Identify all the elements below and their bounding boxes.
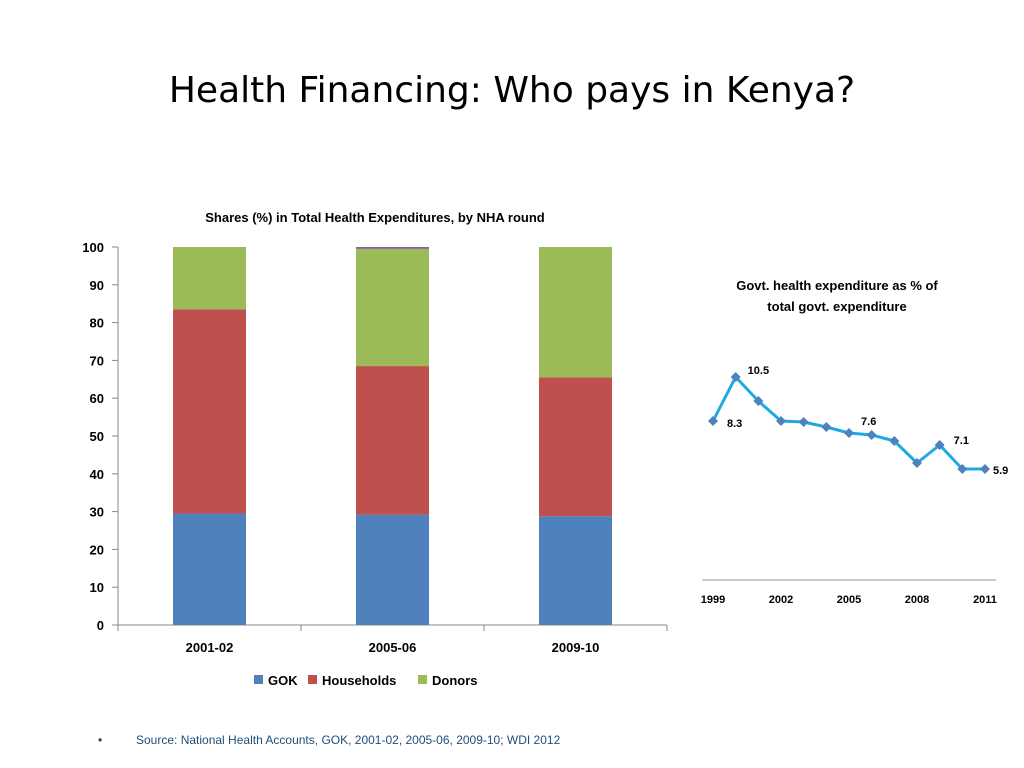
bar-segment-donors xyxy=(173,247,246,310)
bar-y-tick-label: 10 xyxy=(90,580,104,595)
line-point-marker xyxy=(934,440,945,450)
line-point-marker xyxy=(866,430,877,440)
legend-label-gok: GOK xyxy=(268,673,298,688)
line-point-marker xyxy=(776,416,786,426)
legend-swatch-donors xyxy=(418,675,427,684)
line-chart: Govt. health expenditure as % of total g… xyxy=(701,278,1009,606)
line-chart-title-line-1: Govt. health expenditure as % of xyxy=(736,278,938,293)
bar-segment-gok xyxy=(539,516,612,625)
line-point-marker xyxy=(821,422,832,432)
line-x-tick-label: 2011 xyxy=(973,594,997,606)
line-point-marker xyxy=(708,416,718,426)
line-data-label: 10.5 xyxy=(748,365,769,377)
bar-segment-series-3 xyxy=(356,247,429,249)
bar-segment-donors xyxy=(539,247,612,378)
line-point-marker xyxy=(912,458,922,468)
bullet: • xyxy=(98,733,103,747)
line-series: 8.3 10.5 7.6 7.1 5.9 xyxy=(708,365,1008,477)
line-point-marker xyxy=(798,417,809,427)
bar-chart-title: Shares (%) in Total Health Expenditures,… xyxy=(205,210,545,225)
bar-legend: GOK Households Donors xyxy=(254,673,478,688)
bar-y-tick-label: 20 xyxy=(90,542,104,557)
line-data-label: 7.1 xyxy=(954,435,969,447)
bar-y-axis: 0 10 20 30 40 50 60 70 80 90 100 xyxy=(82,240,119,633)
legend-swatch-gok xyxy=(254,675,263,684)
bar-y-tick-label: 60 xyxy=(90,391,104,406)
line-series-path xyxy=(711,375,985,471)
line-data-label: 7.6 xyxy=(861,416,876,428)
line-data-label: 8.3 xyxy=(727,418,742,430)
bar-x-axis: 2001-02 2005-06 2009-10 xyxy=(117,624,668,655)
bar-category-label: 2005-06 xyxy=(369,640,417,655)
legend-label-donors: Donors xyxy=(432,673,478,688)
bar-y-tick-label: 40 xyxy=(90,467,104,482)
bar-y-tick-label: 70 xyxy=(90,353,104,368)
bar-category-label: 2001-02 xyxy=(186,640,234,655)
line-point-marker xyxy=(889,436,900,446)
bar-series xyxy=(173,247,612,625)
line-x-tick-label: 2005 xyxy=(837,594,861,606)
line-data-label: 5.9 xyxy=(993,465,1008,477)
bar-y-tick-label: 90 xyxy=(90,278,104,293)
bar-y-tick-label: 0 xyxy=(97,618,104,633)
line-chart-title-line-2: total govt. expenditure xyxy=(767,299,906,314)
bar-segment-households xyxy=(356,366,429,515)
line-x-tick-label: 2002 xyxy=(769,594,793,606)
line-x-tick-label: 1999 xyxy=(701,594,725,606)
line-point-marker xyxy=(730,372,741,382)
line-x-axis: 1999 2002 2005 2008 2011 xyxy=(701,579,997,606)
bar-category-label: 2009-10 xyxy=(552,640,600,655)
bar-segment-households xyxy=(539,377,612,517)
bar-segment-gok xyxy=(356,514,429,625)
stacked-bar-chart: Shares (%) in Total Health Expenditures,… xyxy=(82,210,668,688)
line-point-marker xyxy=(980,464,990,474)
bar-y-tick-label: 50 xyxy=(90,429,104,444)
bar-y-tick-label: 30 xyxy=(90,505,104,520)
legend-label-households: Households xyxy=(322,673,396,688)
bar-segment-donors xyxy=(356,248,429,367)
bar-y-tick-label: 100 xyxy=(82,240,104,255)
line-point-marker xyxy=(753,396,764,406)
legend-swatch-households xyxy=(308,675,317,684)
bar-segment-gok xyxy=(173,513,246,625)
source-text: Source: National Health Accounts, GOK, 2… xyxy=(136,733,561,747)
bar-y-tick-label: 80 xyxy=(90,316,104,331)
bar-segment-households xyxy=(173,309,246,514)
slide-title: Health Financing: Who pays in Kenya? xyxy=(168,70,856,111)
line-point-marker xyxy=(844,428,854,438)
line-x-tick-label: 2008 xyxy=(905,594,929,606)
source-note: • Source: National Health Accounts, GOK, … xyxy=(98,733,560,747)
line-point-marker xyxy=(957,464,968,474)
